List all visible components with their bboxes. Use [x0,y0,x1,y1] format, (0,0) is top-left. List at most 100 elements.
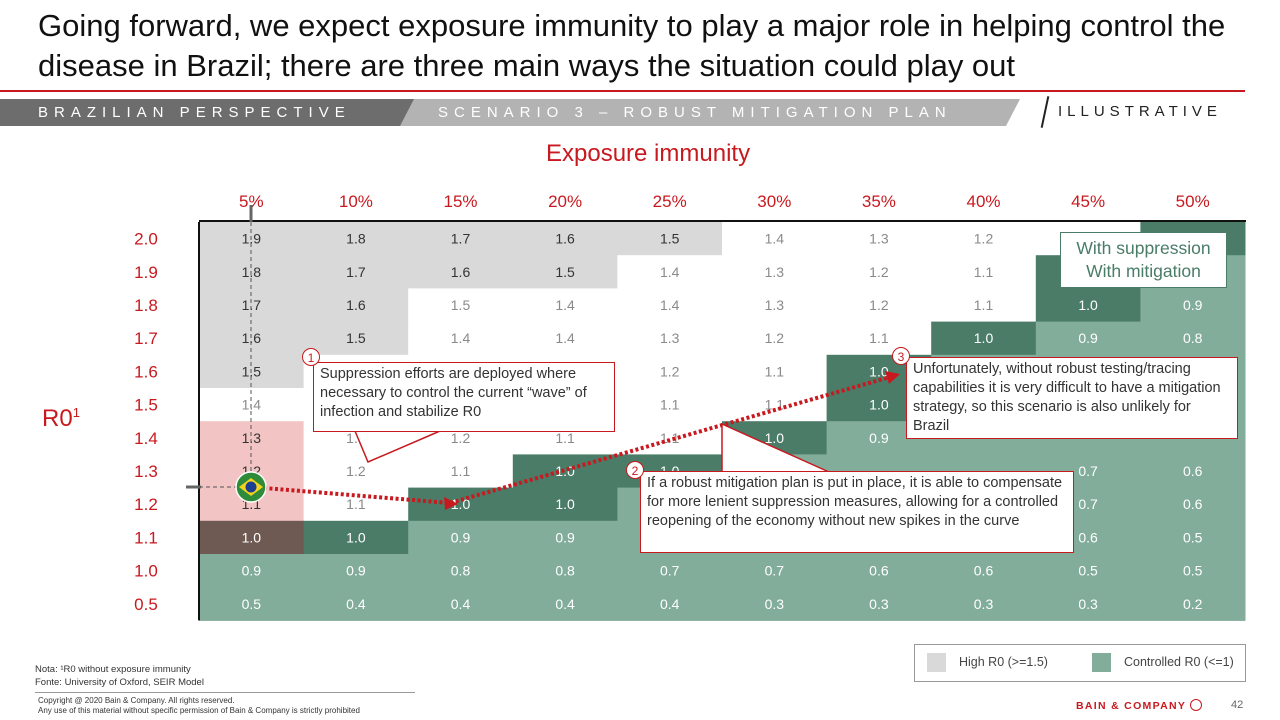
heatmap-cell [722,222,828,256]
cell-value: 1.3 [242,430,262,446]
footnote: Nota: ¹R0 without exposure immunity [35,664,191,675]
bain-mark-icon [1190,699,1203,711]
heatmap-cell [931,222,1037,256]
heatmap-cell [512,587,618,621]
heatmap-cell [1035,587,1141,621]
cell-value: 0.2 [1183,596,1203,612]
row-label: 2.0 [134,230,158,249]
heatmap-cell [722,354,828,389]
heatmap-cell [931,554,1037,588]
cell-value: 0.3 [1078,596,1098,612]
cell-value: 1.1 [660,430,680,446]
heatmap-cell [199,520,305,555]
heatmap-cell [512,487,618,522]
heatmap-cell [408,587,514,621]
heatmap-cell [408,554,514,588]
cell-value: 1.4 [660,264,680,280]
heatmap-cell [512,288,618,323]
column-label: 35% [862,192,896,211]
heatmap-cell [617,288,723,323]
r0-superscript: 1 [72,405,80,420]
heatmap-cell [931,587,1037,621]
column-label: 10% [339,192,373,211]
cell-value: 0.8 [555,563,575,579]
cell-value: 1.5 [555,264,575,280]
cell-value: 1.3 [765,264,785,280]
cell-value: 1.6 [346,297,366,313]
heatmap-cell [1140,487,1246,522]
cell-value: 0.5 [1183,529,1203,545]
heatmap-cell [512,520,618,555]
heatmap-cell [826,587,932,621]
cell-value: 0.4 [555,596,575,612]
heatmap-cell [303,321,409,356]
heatmap-cell [199,321,305,356]
heatmap-cell [617,255,723,289]
cell-value: 1.1 [765,363,785,379]
cell-value: 1.0 [1078,297,1098,313]
column-label: 20% [548,192,582,211]
cell-value: 0.3 [974,596,994,612]
cell-value: 1.1 [869,330,889,346]
callout-3-number: 3 [892,347,910,365]
row-label: 1.8 [134,296,158,315]
heatmap-cell [408,222,514,256]
heatmap-cell [931,288,1037,323]
heatmap-cell [303,587,409,621]
heatmap-cell [303,255,409,289]
cell-value: 1.8 [346,231,366,247]
cell-value: 0.9 [1183,297,1203,313]
heatmap-cell [408,321,514,356]
heatmap-cell [199,354,305,389]
cell-value: 1.4 [555,297,575,313]
trajectory-arrow-1 [444,497,458,510]
cell-value: 1.4 [765,231,785,247]
column-label: 25% [653,192,687,211]
cell-value: 1.0 [555,463,575,479]
cell-value: 0.7 [660,563,680,579]
heatmap-cell [199,288,305,323]
r0-axis-label: R01 [42,405,80,433]
heatmap-cell [1140,554,1246,588]
cell-value: 1.5 [451,297,471,313]
column-label: 45% [1071,192,1105,211]
heatmap-cell [303,222,409,256]
cell-value: 0.9 [242,563,262,579]
heatmap-cell [1140,321,1246,356]
cell-value: 0.6 [869,563,889,579]
row-label: 1.2 [134,495,158,514]
r0-text: R0 [42,405,73,432]
heatmap-cell [303,554,409,588]
heatmap-cell [1140,288,1246,323]
cell-value: 0.6 [974,563,994,579]
perspective-band: BRAZILIAN PERSPECTIVE [0,99,420,126]
legend-controlled-label: Controlled R0 (<=1) [1124,655,1234,669]
cell-value: 0.7 [1078,463,1098,479]
title-divider [0,90,1245,92]
cell-value: 1.3 [869,231,889,247]
cell-value: 1.2 [660,363,680,379]
cell-value: 1.1 [451,463,471,479]
row-label: 1.6 [134,362,158,381]
heatmap-cell [512,321,618,356]
cell-value: 1.3 [765,297,785,313]
cell-value: 1.5 [346,330,366,346]
cell-value: 0.5 [242,596,262,612]
cell-value: 1.2 [869,264,889,280]
cell-value: 1.6 [555,231,575,247]
heatmap-cell [1140,520,1246,555]
heatmap-cell [722,388,828,422]
legend-high-swatch [927,653,946,672]
bain-logo: BAIN & COMPANY [1076,699,1203,712]
heatmap-cell [199,587,305,621]
callout-2: If a robust mitigation plan is put in pl… [640,471,1074,553]
column-label: 15% [443,192,477,211]
cell-value: 1.6 [451,264,471,280]
heatmap-cell [408,520,514,555]
row-label: 0.5 [134,595,158,614]
cell-value: 1.3 [660,330,680,346]
heatmap-cell [303,288,409,323]
cell-value: 0.9 [346,563,366,579]
legend [914,644,1246,682]
cell-value: 1.6 [242,330,262,346]
